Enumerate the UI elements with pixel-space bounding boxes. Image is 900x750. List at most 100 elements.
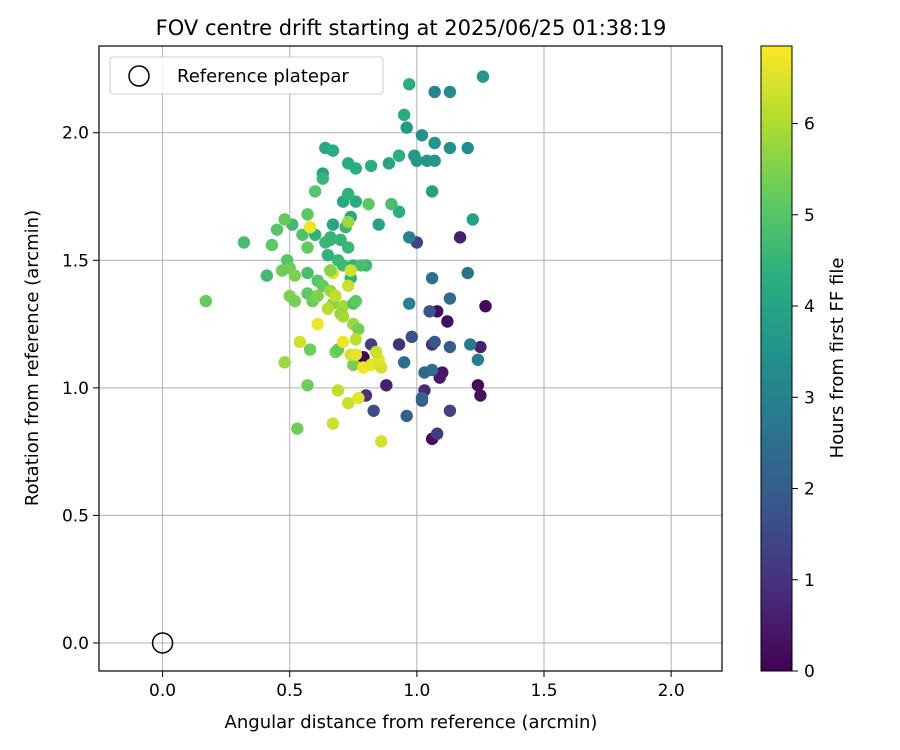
data-point bbox=[464, 338, 477, 351]
data-point bbox=[375, 435, 388, 448]
data-point bbox=[466, 213, 479, 226]
data-point bbox=[344, 264, 357, 277]
y-tick-label: 1.0 bbox=[62, 379, 89, 399]
data-point bbox=[301, 241, 314, 254]
data-point bbox=[382, 157, 396, 170]
colorbar-tick-label: 0 bbox=[804, 662, 815, 682]
data-point bbox=[324, 233, 337, 247]
data-point bbox=[443, 340, 457, 354]
colorbar: 0 1 2 3 4 5 6 Hours from first FF file bbox=[760, 45, 848, 682]
data-point bbox=[369, 345, 383, 359]
colorbar-label: Hours from first FF file bbox=[827, 258, 848, 459]
data-point bbox=[336, 310, 350, 323]
data-point bbox=[342, 187, 355, 201]
data-point bbox=[443, 141, 457, 155]
data-point bbox=[237, 236, 251, 249]
chart-title: FOV centre drift starting at 2025/06/25 … bbox=[156, 16, 667, 40]
data-point bbox=[260, 269, 274, 282]
y-tick-label: 1.5 bbox=[62, 251, 89, 271]
data-point bbox=[400, 409, 413, 423]
data-point bbox=[425, 363, 439, 377]
data-point bbox=[265, 238, 279, 252]
data-point bbox=[367, 404, 380, 417]
data-point bbox=[303, 220, 317, 234]
data-point bbox=[403, 78, 416, 91]
data-point bbox=[342, 279, 355, 292]
data-point bbox=[301, 266, 314, 280]
data-point bbox=[380, 379, 393, 392]
data-point bbox=[423, 305, 436, 318]
data-point bbox=[336, 335, 350, 349]
data-point bbox=[321, 302, 335, 315]
data-point bbox=[428, 154, 441, 167]
data-point bbox=[392, 205, 406, 219]
data-point bbox=[479, 300, 492, 313]
data-point bbox=[293, 335, 307, 349]
x-tick-label: 0.0 bbox=[149, 681, 176, 701]
data-point bbox=[331, 384, 345, 397]
colorbar-tick-label: 2 bbox=[804, 480, 815, 500]
data-point bbox=[425, 185, 439, 198]
data-point bbox=[453, 231, 467, 244]
data-point bbox=[476, 70, 490, 83]
data-point bbox=[342, 241, 355, 254]
data-point bbox=[326, 144, 340, 157]
data-point bbox=[443, 404, 457, 417]
data-point bbox=[354, 259, 368, 272]
data-point bbox=[403, 297, 416, 310]
data-point bbox=[415, 391, 429, 405]
data-point bbox=[349, 162, 363, 175]
colorbar-tick-label: 3 bbox=[804, 388, 815, 408]
data-point bbox=[270, 223, 284, 236]
data-point bbox=[347, 358, 360, 372]
legend-box bbox=[109, 56, 384, 95]
plot-area: 0.0 0.5 1.0 1.5 2.0 0.0 0.5 1.0 1.5 2.0 bbox=[62, 45, 723, 701]
colorbar-tick-label: 6 bbox=[804, 115, 815, 135]
legend-open-circle-icon bbox=[128, 65, 150, 87]
data-point bbox=[474, 340, 487, 354]
colorbar-tick-label: 5 bbox=[804, 206, 815, 226]
data-point bbox=[349, 333, 363, 346]
data-point bbox=[321, 248, 335, 262]
data-point bbox=[433, 371, 446, 384]
data-point bbox=[443, 85, 457, 99]
colorbar-tick-label: 4 bbox=[804, 297, 815, 317]
data-point bbox=[428, 136, 441, 150]
data-point bbox=[397, 356, 411, 369]
x-tick-label: 1.5 bbox=[530, 681, 557, 701]
data-point bbox=[471, 353, 485, 366]
y-tick-label: 0.0 bbox=[62, 634, 89, 654]
data-point bbox=[410, 154, 424, 167]
data-point bbox=[342, 396, 355, 410]
x-axis-ticks: 0.0 0.5 1.0 1.5 2.0 bbox=[149, 671, 685, 701]
x-tick-label: 1.0 bbox=[403, 681, 430, 701]
data-point bbox=[415, 129, 429, 142]
data-point bbox=[199, 294, 212, 308]
y-tick-label: 2.0 bbox=[62, 124, 89, 144]
data-point bbox=[352, 391, 365, 405]
data-point bbox=[291, 422, 304, 435]
data-point bbox=[349, 348, 363, 361]
colorbar-ticks: 0 1 2 3 4 5 6 bbox=[792, 115, 815, 682]
data-point bbox=[278, 213, 291, 226]
data-point bbox=[352, 322, 365, 336]
data-point bbox=[400, 121, 413, 134]
data-point bbox=[311, 317, 324, 331]
data-point bbox=[392, 338, 406, 351]
data-point bbox=[316, 172, 329, 185]
y-axis-ticks: 0.0 0.5 1.0 1.5 2.0 bbox=[62, 124, 99, 654]
x-axis-label: Angular distance from reference (arcmin) bbox=[225, 712, 598, 733]
plot-background bbox=[99, 46, 722, 671]
data-point bbox=[362, 197, 375, 211]
x-tick-label: 0.5 bbox=[276, 681, 303, 701]
data-point bbox=[296, 228, 309, 241]
data-point bbox=[372, 218, 385, 231]
data-point bbox=[342, 215, 355, 229]
y-tick-label: 0.5 bbox=[62, 506, 89, 526]
data-point bbox=[461, 141, 474, 155]
data-point bbox=[275, 264, 289, 277]
data-point bbox=[428, 335, 441, 349]
data-point bbox=[301, 379, 314, 392]
data-point bbox=[443, 292, 457, 305]
